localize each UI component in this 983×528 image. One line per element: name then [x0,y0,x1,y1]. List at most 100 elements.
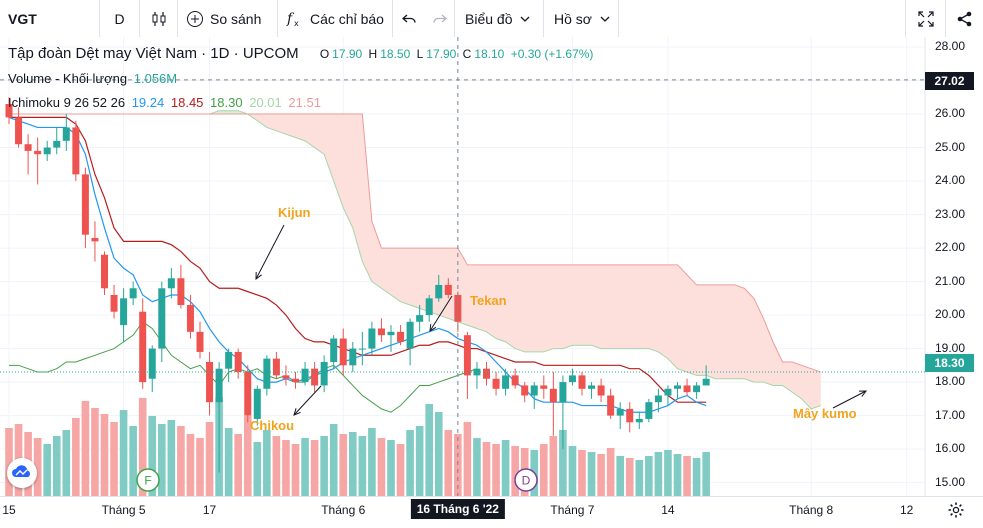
candle [492,378,500,389]
x-tick-label: Tháng 8 [789,503,834,517]
candle [454,294,462,322]
tradingview-logo[interactable] [7,458,37,488]
undo-button[interactable] [393,0,425,37]
volume-bar [635,460,644,496]
candle [148,348,156,379]
crosshair-price-tag: 27.02 [925,72,974,90]
candle [292,378,299,383]
volume-bar [33,438,42,496]
candle [53,140,61,148]
profile-menu[interactable]: Hồ sơ [544,0,619,37]
chart-style-button[interactable] [140,0,178,37]
volume-bar [339,434,348,496]
x-tick-label: 14 [661,503,675,517]
ichimoku-span-a-value: 20.01 [249,95,282,110]
chevron-down-icon [520,14,530,24]
symbol-search[interactable]: VGT [0,0,100,37]
chevron-down-icon [600,14,610,24]
fullscreen-button[interactable] [905,0,945,37]
candle [43,147,51,155]
candle [72,127,80,175]
volume-bar [645,456,653,496]
candle [158,288,166,349]
y-tick-label: 22.00 [935,240,966,255]
candle [110,294,118,312]
volume-legend[interactable]: Volume - Khối lượng 1.056M [8,71,180,86]
redo-button[interactable] [425,0,455,37]
marker-f-label: F [144,474,151,488]
candle [377,328,385,336]
y-tick-label: 21.00 [935,273,966,288]
candle [521,385,529,396]
arrow-kumo [832,390,867,409]
candle [588,385,596,389]
volume-bar [100,414,109,496]
volume-bar [119,410,128,496]
chart-legend: Tập đoàn Dệt may Việt Nam · 1D · UPCOM O… [8,45,599,62]
volume-bar [253,442,262,496]
volume-bar [654,452,663,496]
volume-bar [291,444,300,496]
interval-button[interactable]: D [100,0,140,37]
candles-icon [150,10,168,28]
ichimoku-chikou-value: 18.30 [210,95,243,110]
marker-d-label: D [522,474,531,488]
volume-bar [158,424,166,496]
volume-bar [501,440,510,496]
annotation-kijun: Kijun [278,205,311,220]
volume-bar [578,450,586,496]
volume-bar [301,438,309,496]
y-tick-label: 16.00 [935,441,966,456]
ichimoku-legend[interactable]: Ichimoku 9 26 52 26 19.24 18.45 18.30 20… [8,95,324,110]
annotation-kumo: Mây kumo [793,406,857,421]
y-tick-label: 19.00 [935,340,966,355]
arrow-kijun-head [255,271,262,281]
volume-bar [177,426,185,496]
candle [463,335,471,376]
kumo-segment [247,114,821,409]
candle [349,348,357,366]
kumo-cloud [9,110,821,410]
ichimoku-lines [8,116,707,413]
y-tick-label: 26.00 [935,106,966,121]
candle [62,127,70,141]
ichimoku-label: Ichimoku 9 26 52 26 [8,95,126,110]
candle [416,315,424,322]
volume-bar [263,430,271,496]
volume-bar [186,434,195,496]
candle [540,385,548,389]
x-tick-label: 15 [2,503,16,517]
chikou-line [9,321,478,413]
settings-button[interactable] [947,501,965,524]
profile-label: Hồ sơ [554,10,592,27]
candle [635,418,643,423]
y-tick-label: 24.00 [935,173,966,188]
volume-label: Volume - Khối lượng [8,71,128,86]
y-tick-label: 18.00 [935,374,966,389]
cloud-logo-icon [11,463,33,484]
chart-type-menu[interactable]: Biểu đồ [455,0,544,37]
fullscreen-icon [917,10,935,28]
candle [578,375,586,389]
candle [626,408,634,423]
share-button[interactable] [945,0,983,37]
y-tick-label: 20.00 [935,307,966,322]
ohlc-values: O 17.90 H 18.50 L 17.90 C 18.10 +0.30 (+1.67… [320,47,597,61]
svg-text:x: x [294,19,299,28]
time-axis[interactable] [0,496,983,528]
candle [645,402,653,419]
candle [301,368,309,383]
volume-bar [415,426,424,496]
undo-icon [401,11,417,27]
volume-bar [587,452,596,496]
senkou-span-b-line [9,113,821,373]
marker-d [514,468,538,492]
volume-bar [205,422,214,496]
volume-bar [329,424,338,496]
volume-bar [62,430,71,496]
volume-bar [568,446,577,496]
volume-bar [425,404,433,496]
compare-button[interactable]: So sánh [178,0,278,37]
